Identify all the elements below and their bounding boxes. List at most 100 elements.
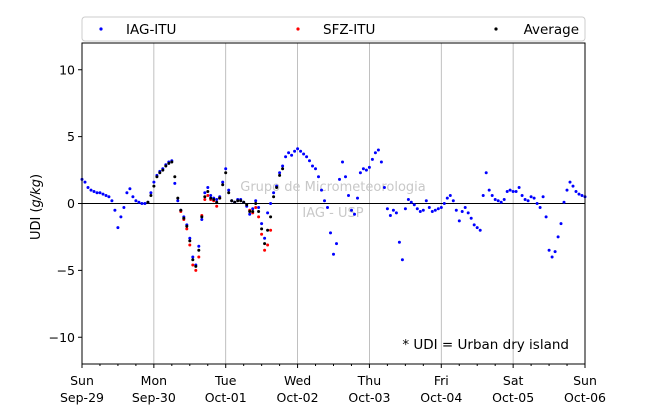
point-1-17 [257, 215, 261, 219]
point-0-77 [311, 164, 314, 168]
point-0-105 [394, 211, 398, 215]
x-tick-label-date: Sep-29 [60, 390, 104, 405]
x-tick-label-day: Thu [357, 373, 381, 388]
point-0-40 [200, 218, 204, 221]
point-1-3 [188, 243, 192, 247]
point-0-161 [562, 200, 566, 204]
point-0-119 [436, 207, 440, 211]
point-0-135 [484, 171, 488, 175]
point-0-108 [403, 207, 407, 211]
x-tick-label-date: Oct-01 [205, 390, 247, 405]
point-0-117 [430, 210, 434, 213]
point-2-22 [212, 198, 216, 201]
watermark-line-2: IAG - USP [302, 206, 363, 221]
point-0-134 [481, 194, 485, 197]
x-axis: Sun Sep-29 Mon Sep-30 Tue Oct-01 Wed Oct-02 Thu O… [60, 364, 606, 405]
point-2-27 [227, 191, 231, 195]
x-tick-label-day: Fri [434, 373, 449, 388]
point-0-12 [116, 226, 120, 230]
point-0-13 [119, 215, 123, 219]
point-2-7 [167, 161, 171, 165]
point-2-41 [269, 215, 273, 219]
point-2-33 [245, 203, 249, 207]
point-2-39 [263, 242, 267, 246]
point-0-42 [206, 186, 210, 189]
point-0-4 [92, 190, 96, 193]
point-0-100 [379, 160, 383, 164]
point-1-12 [215, 204, 219, 208]
y-tick-label: −10 [49, 330, 75, 345]
point-0-58 [254, 199, 258, 203]
legend: IAG-ITU SFZ-ITU Average [81, 16, 586, 42]
point-0-56 [248, 212, 252, 216]
point-0-155 [544, 215, 548, 219]
y-tick-label: −5 [57, 263, 75, 278]
y-tick-label: 10 [59, 62, 75, 77]
point-2-23 [215, 200, 219, 204]
point-1-4 [191, 263, 195, 267]
point-2-43 [275, 186, 279, 189]
point-0-162 [565, 188, 569, 192]
point-2-20 [206, 190, 210, 193]
point-0-36 [188, 236, 192, 240]
point-0-63 [269, 202, 273, 205]
legend-label-1: SFZ-ITU [323, 22, 375, 38]
point-0-151 [532, 196, 536, 200]
point-0-97 [370, 157, 374, 161]
point-0-41 [203, 191, 207, 195]
y-axis: −10 −5 0 5 10 [49, 62, 82, 345]
point-0-31 [173, 181, 177, 185]
point-0-70 [290, 153, 294, 157]
point-0-87 [341, 160, 344, 164]
point-0-59 [257, 206, 261, 209]
annotation-note: * UDI = Urban dry island [402, 337, 569, 353]
point-0-132 [475, 226, 479, 230]
point-0-141 [502, 198, 506, 201]
y-tick-label: 0 [67, 196, 75, 211]
point-0-107 [400, 258, 404, 262]
point-0-122 [445, 196, 449, 200]
point-0-37 [191, 255, 195, 259]
watermark: Grupo de Micrometeorologia IAG - USP [240, 180, 426, 221]
point-2-4 [158, 171, 162, 175]
point-1-21 [269, 228, 273, 232]
x-tick-label-day: Sun [70, 373, 94, 388]
x-tick-label-date: Oct-04 [420, 390, 462, 405]
point-0-131 [472, 223, 476, 227]
x-tick-label-day: Sat [503, 373, 524, 388]
point-1-20 [266, 243, 270, 247]
point-2-28 [230, 199, 234, 203]
point-0-144 [511, 190, 515, 193]
point-0-89 [347, 194, 350, 197]
x-tick-label-date: Sep-30 [132, 390, 176, 405]
point-0-126 [457, 219, 461, 223]
point-0-164 [571, 184, 575, 188]
point-0-133 [478, 228, 482, 232]
point-0-75 [305, 155, 309, 159]
point-0-152 [535, 202, 539, 205]
point-0-121 [442, 202, 446, 205]
point-0-9 [107, 195, 111, 199]
x-tick-label-date: Oct-02 [277, 390, 319, 405]
point-0-90 [350, 208, 353, 212]
point-0-49 [227, 188, 231, 192]
legend-label-2: Average [524, 22, 579, 38]
series-average [146, 160, 285, 268]
point-2-10 [176, 196, 180, 200]
point-0-85 [335, 242, 338, 246]
point-0-68 [284, 155, 288, 159]
x-tick-label-day: Mon [141, 373, 167, 388]
point-1-18 [260, 232, 264, 236]
point-1-5 [194, 268, 198, 272]
point-0-3 [89, 188, 93, 192]
point-0-95 [364, 168, 368, 172]
point-2-21 [209, 196, 213, 200]
point-0-93 [358, 171, 362, 175]
point-0-21 [143, 202, 147, 205]
point-0-73 [299, 149, 303, 153]
y-axis-label: UDI (g/kg) [29, 174, 44, 240]
point-0-111 [412, 203, 416, 207]
point-2-25 [221, 183, 225, 187]
point-0-92 [356, 196, 359, 200]
